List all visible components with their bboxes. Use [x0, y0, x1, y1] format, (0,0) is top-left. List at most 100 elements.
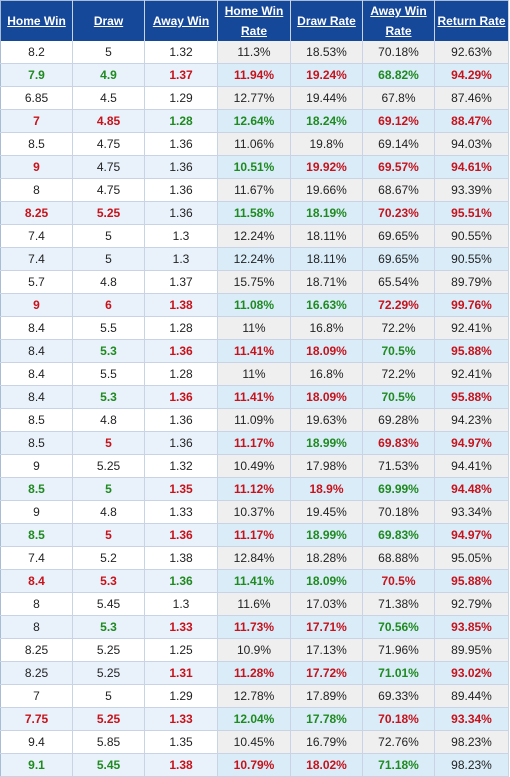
cell-home-win-rate: 11.08% [217, 293, 291, 317]
cell-draw-rate: 17.98% [290, 454, 363, 478]
cell-home-win-rate: 10.49% [217, 454, 291, 478]
cell-away-win: 1.32 [144, 41, 218, 64]
cell-away-win-rate: 68.88% [362, 546, 435, 570]
cell-away-win-rate: 69.65% [362, 224, 435, 248]
header-row: Home Win Draw Away Win Home Win Rate Dra… [0, 0, 509, 41]
cell-draw: 5.3 [72, 569, 145, 593]
cell-draw: 5.2 [72, 546, 145, 570]
cell-draw: 5.45 [72, 753, 145, 777]
cell-home-win: 7.75 [0, 707, 73, 731]
cell-away-win-rate: 69.33% [362, 684, 435, 708]
cell-return-rate: 94.48% [434, 477, 509, 501]
cell-draw: 5 [72, 684, 145, 708]
cell-away-win: 1.33 [144, 615, 218, 639]
table-row: 9.1 5.45 1.38 10.79% 18.02% 71.18% 98.23% [0, 753, 509, 777]
header-away-win[interactable]: Away Win [144, 0, 218, 41]
cell-home-win: 7.4 [0, 546, 73, 570]
header-home-win[interactable]: Home Win [0, 0, 73, 41]
cell-draw: 5.3 [72, 385, 145, 409]
table-row: 8.25 5.25 1.25 10.9% 17.13% 71.96% 89.95% [0, 638, 509, 662]
cell-away-win-rate: 72.29% [362, 293, 435, 317]
cell-draw: 5 [72, 224, 145, 248]
cell-home-win-rate: 11.41% [217, 339, 291, 363]
table-row: 8 4.75 1.36 11.67% 19.66% 68.67% 93.39% [0, 178, 509, 202]
cell-draw: 4.75 [72, 178, 145, 202]
cell-home-win-rate: 11.06% [217, 132, 291, 156]
cell-draw-rate: 18.99% [290, 523, 363, 547]
cell-return-rate: 92.79% [434, 592, 509, 616]
cell-away-win-rate: 69.14% [362, 132, 435, 156]
cell-draw: 6 [72, 293, 145, 317]
cell-away-win-rate: 69.83% [362, 431, 435, 455]
cell-home-win-rate: 11.41% [217, 385, 291, 409]
cell-draw: 5 [72, 523, 145, 547]
cell-away-win-rate: 69.57% [362, 155, 435, 179]
header-away-win-rate[interactable]: Away Win Rate [362, 0, 435, 41]
cell-away-win-rate: 70.5% [362, 385, 435, 409]
table-row: 8.25 5.25 1.31 11.28% 17.72% 71.01% 93.02% [0, 661, 509, 685]
cell-draw-rate: 17.03% [290, 592, 363, 616]
cell-draw-rate: 17.78% [290, 707, 363, 731]
cell-away-win-rate: 71.18% [362, 753, 435, 777]
header-draw[interactable]: Draw [72, 0, 145, 41]
cell-return-rate: 94.29% [434, 63, 509, 87]
cell-return-rate: 98.23% [434, 753, 509, 777]
cell-return-rate: 89.44% [434, 684, 509, 708]
cell-away-win: 1.36 [144, 132, 218, 156]
table-row: 8 5.45 1.3 11.6% 17.03% 71.38% 92.79% [0, 592, 509, 616]
cell-return-rate: 95.88% [434, 339, 509, 363]
cell-draw-rate: 19.66% [290, 178, 363, 202]
cell-home-win: 9.4 [0, 730, 73, 754]
cell-away-win-rate: 71.53% [362, 454, 435, 478]
cell-draw: 5 [72, 477, 145, 501]
cell-away-win-rate: 71.96% [362, 638, 435, 662]
header-draw-rate[interactable]: Draw Rate [290, 0, 363, 41]
cell-away-win-rate: 67.8% [362, 86, 435, 110]
cell-home-win: 8.4 [0, 316, 73, 340]
header-home-win-rate[interactable]: Home Win Rate [217, 0, 291, 41]
cell-home-win: 8.4 [0, 385, 73, 409]
table-row: 5.7 4.8 1.37 15.75% 18.71% 65.54% 89.79% [0, 270, 509, 294]
cell-draw-rate: 18.11% [290, 224, 363, 248]
cell-draw: 4.8 [72, 500, 145, 524]
cell-away-win: 1.35 [144, 730, 218, 754]
table-row: 7.4 5 1.3 12.24% 18.11% 69.65% 90.55% [0, 224, 509, 248]
cell-draw-rate: 18.02% [290, 753, 363, 777]
header-return-rate[interactable]: Return Rate [434, 0, 509, 41]
cell-return-rate: 95.51% [434, 201, 509, 225]
cell-home-win-rate: 11.17% [217, 523, 291, 547]
cell-home-win: 8.5 [0, 477, 73, 501]
cell-home-win-rate: 12.64% [217, 109, 291, 133]
cell-draw: 5 [72, 431, 145, 455]
cell-draw-rate: 17.13% [290, 638, 363, 662]
cell-away-win: 1.36 [144, 385, 218, 409]
cell-draw: 5.25 [72, 661, 145, 685]
cell-home-win: 8.2 [0, 41, 73, 64]
cell-home-win: 8.5 [0, 132, 73, 156]
cell-home-win-rate: 11.67% [217, 178, 291, 202]
cell-home-win-rate: 12.04% [217, 707, 291, 731]
cell-draw-rate: 18.71% [290, 270, 363, 294]
cell-draw: 5.85 [72, 730, 145, 754]
table-body: 8.2 5 1.32 11.3% 18.53% 70.18% 92.63% 7.9 4.9 1.3… [0, 41, 509, 777]
cell-draw-rate: 19.92% [290, 155, 363, 179]
cell-home-win-rate: 12.24% [217, 247, 291, 271]
cell-draw-rate: 19.8% [290, 132, 363, 156]
cell-draw: 5.3 [72, 339, 145, 363]
cell-home-win: 5.7 [0, 270, 73, 294]
cell-home-win-rate: 10.79% [217, 753, 291, 777]
cell-draw: 5.5 [72, 362, 145, 386]
cell-draw-rate: 16.79% [290, 730, 363, 754]
cell-away-win: 1.37 [144, 270, 218, 294]
cell-return-rate: 98.23% [434, 730, 509, 754]
cell-away-win: 1.28 [144, 109, 218, 133]
table-row: 8.4 5.5 1.28 11% 16.8% 72.2% 92.41% [0, 362, 509, 386]
table-row: 9 6 1.38 11.08% 16.63% 72.29% 99.76% [0, 293, 509, 317]
cell-return-rate: 94.97% [434, 523, 509, 547]
cell-home-win: 8.5 [0, 408, 73, 432]
cell-home-win-rate: 12.24% [217, 224, 291, 248]
cell-draw-rate: 16.63% [290, 293, 363, 317]
cell-away-win-rate: 70.5% [362, 569, 435, 593]
table-row: 9 4.8 1.33 10.37% 19.45% 70.18% 93.34% [0, 500, 509, 524]
